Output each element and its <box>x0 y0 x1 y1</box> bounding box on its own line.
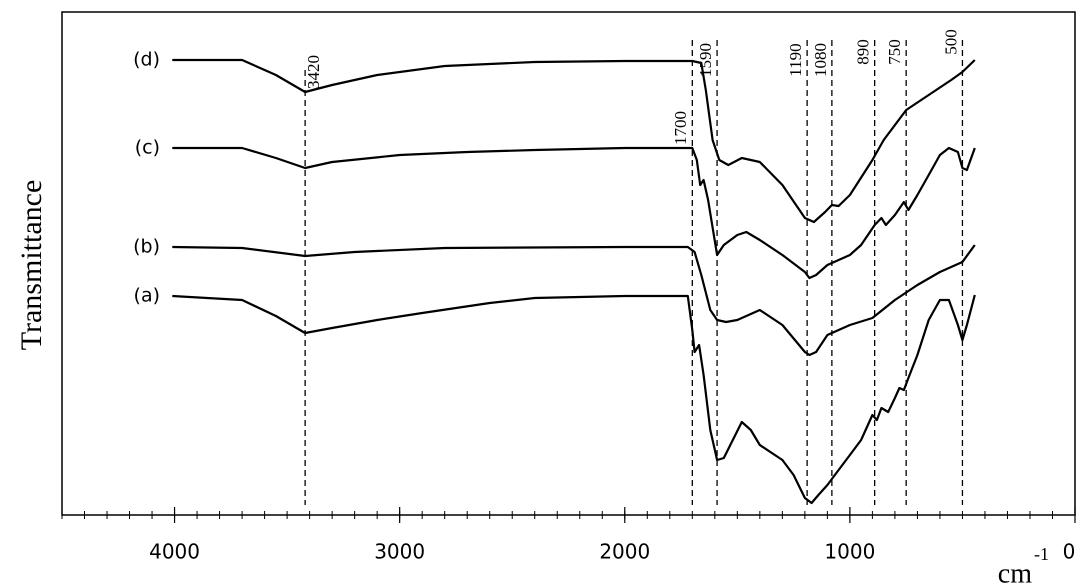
reference-label: 890 <box>854 39 873 65</box>
x-axis-label-sup: -1 <box>1034 544 1049 564</box>
x-tick-label: 2000 <box>599 540 650 564</box>
plot-frame <box>61 11 1076 516</box>
series-label: (c) <box>135 137 160 159</box>
spectrum-line <box>172 244 976 357</box>
spectrum-line <box>172 58 976 224</box>
x-tick-label: 0 <box>1063 540 1076 564</box>
reference-label: 750 <box>885 39 904 65</box>
series-label: (d) <box>133 49 160 71</box>
y-axis-label: Transmittance <box>15 180 48 351</box>
reference-label: 3420 <box>304 55 323 89</box>
reference-label: 1190 <box>786 43 805 76</box>
x-tick-label: 1000 <box>824 540 875 564</box>
reference-label: 1590 <box>696 43 715 77</box>
x-tick-label: 3000 <box>374 540 425 564</box>
x-axis-label: cm <box>998 558 1032 586</box>
spectrum-line <box>172 294 976 505</box>
reference-label: 500 <box>941 29 960 55</box>
series-label: (b) <box>133 236 160 258</box>
reference-label: 1080 <box>811 43 830 77</box>
x-tick-label: 4000 <box>149 540 200 564</box>
reference-label: 1700 <box>671 111 690 145</box>
series-label: (a) <box>134 285 160 307</box>
spectrum-line <box>172 146 976 280</box>
